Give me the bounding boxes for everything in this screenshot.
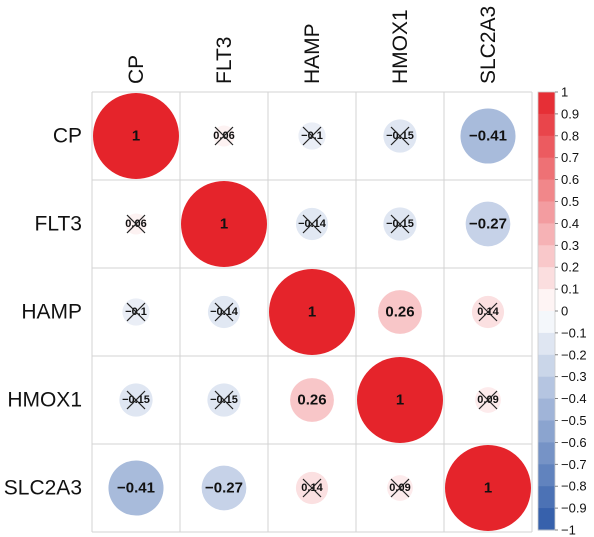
colorbar-segment xyxy=(538,442,555,465)
colorbar-tick-label: 0.2 xyxy=(561,260,579,275)
correlation-value: −0.41 xyxy=(117,480,155,497)
colorbar-tick-label: −0.7 xyxy=(561,457,587,472)
correlation-value: 0.26 xyxy=(297,392,326,409)
colorbar-segment xyxy=(538,486,555,509)
colorbar-segment xyxy=(538,398,555,421)
colorbar-segment xyxy=(538,354,555,378)
colorbar-tick-label: −0.1 xyxy=(561,325,587,340)
colorbar-segment xyxy=(538,157,555,181)
correlation-circle xyxy=(290,378,334,422)
not-significant-cross xyxy=(390,478,410,498)
colorbar-segment xyxy=(538,508,555,531)
colorbar-tick-label: −0.5 xyxy=(561,413,587,428)
correlation-value: 0.26 xyxy=(385,304,414,321)
cross-layer xyxy=(126,126,498,498)
correlation-circle xyxy=(460,108,516,164)
correlation-value: −0.27 xyxy=(469,216,507,233)
colorbar-segment xyxy=(538,420,555,443)
colorbar-tick-label: −0.9 xyxy=(561,501,587,516)
colorbar-segment xyxy=(538,223,555,246)
column-label: CP xyxy=(125,55,148,84)
correlation-value: 1 xyxy=(396,392,404,409)
not-significant-cross xyxy=(126,302,146,322)
not-significant-cross xyxy=(214,390,234,410)
colorbar-segment xyxy=(538,289,555,312)
correlation-value: 1 xyxy=(132,128,140,145)
colorbar-segment xyxy=(538,201,555,224)
row-label: HAMP xyxy=(21,301,82,324)
colorbar-tick-label: 0.8 xyxy=(561,128,579,143)
colorbar-tick-label: −0.8 xyxy=(561,479,587,494)
not-significant-cross xyxy=(302,478,322,498)
correlation-circle xyxy=(357,357,443,443)
colorbar-segment xyxy=(538,245,555,268)
correlation-circle xyxy=(445,445,531,531)
not-significant-cross xyxy=(390,126,410,146)
colorbar-segment xyxy=(538,311,555,334)
colorbar-tick-label: −0.2 xyxy=(561,347,587,362)
row-label: FLT3 xyxy=(35,213,82,236)
correlation-circle xyxy=(465,201,511,247)
colorbar-tick-label: 0.6 xyxy=(561,172,579,187)
not-significant-cross xyxy=(302,214,322,234)
colorbar-segment xyxy=(538,179,555,202)
colorbar-segment xyxy=(538,376,555,400)
correlation-circle xyxy=(378,290,422,334)
row-label: HMOX1 xyxy=(7,389,82,412)
cell-label-layer: 10.06−0.1−0.15−0.410.061−0.14−0.15−0.27−… xyxy=(117,128,507,497)
not-significant-cross xyxy=(126,214,146,234)
correlation-value: −0.41 xyxy=(469,128,507,145)
row-label: SLC2A3 xyxy=(4,477,82,500)
not-significant-cross xyxy=(126,390,146,410)
correlation-circle xyxy=(201,465,247,511)
not-significant-cross xyxy=(214,302,234,322)
colorbar-segment xyxy=(538,92,555,115)
colorbar-tick-label: 0 xyxy=(561,304,568,319)
colorbar-tick-label: 0.4 xyxy=(561,216,579,231)
correlation-circle xyxy=(108,460,164,516)
colorbar-tick-label: −0.4 xyxy=(561,391,587,406)
not-significant-cross xyxy=(214,126,234,146)
column-label: SLC2A3 xyxy=(477,6,500,84)
colorbar-tick-label: −0.6 xyxy=(561,435,587,450)
column-label: HMOX1 xyxy=(389,9,412,84)
correlation-circle xyxy=(93,93,179,179)
colorbar-tick-label: −0.3 xyxy=(561,369,587,384)
correlation-value: 1 xyxy=(220,216,228,233)
column-label: FLT3 xyxy=(213,37,236,84)
colorbar-segment xyxy=(538,135,555,159)
axis-label-layer: CP CP FLT3 FLT3 HAMP HAMP HMOX1 HMOX1 SLC2A3 SLC2… xyxy=(4,6,500,500)
colorbar-segment xyxy=(538,464,555,487)
colorbar-segment xyxy=(538,113,555,137)
colorbar-tick-label: 0.5 xyxy=(561,194,579,209)
colorbar-tick-label: 0.1 xyxy=(561,282,579,297)
colorbar-tick-label: −1 xyxy=(561,523,576,537)
not-significant-cross xyxy=(390,214,410,234)
colorbar-segment xyxy=(538,267,555,290)
grid-layer xyxy=(91,91,533,533)
not-significant-cross xyxy=(478,390,498,410)
correlation-value: 1 xyxy=(308,304,316,321)
colorbar: 1 0.9 0.8 0.7 0.6 0.5 0.4 0.3 0.2 0.1 0 −0.1 −0.2 −0.… xyxy=(537,85,587,537)
correlation-circle xyxy=(181,181,267,267)
correlation-value: 1 xyxy=(484,480,492,497)
correlation-circle xyxy=(269,269,355,355)
not-significant-cross xyxy=(478,302,498,322)
colorbar-tick-label: 0.7 xyxy=(561,150,579,165)
colorbar-tick-label: 0.3 xyxy=(561,238,579,253)
column-label: HAMP xyxy=(301,23,324,84)
colorbar-segment xyxy=(538,332,555,356)
colorbar-tick-label: 0.9 xyxy=(561,106,579,121)
not-significant-cross xyxy=(302,126,322,146)
row-label: CP xyxy=(53,125,82,148)
correlation-value: −0.27 xyxy=(205,480,243,497)
colorbar-tick-label: 1 xyxy=(561,85,568,100)
